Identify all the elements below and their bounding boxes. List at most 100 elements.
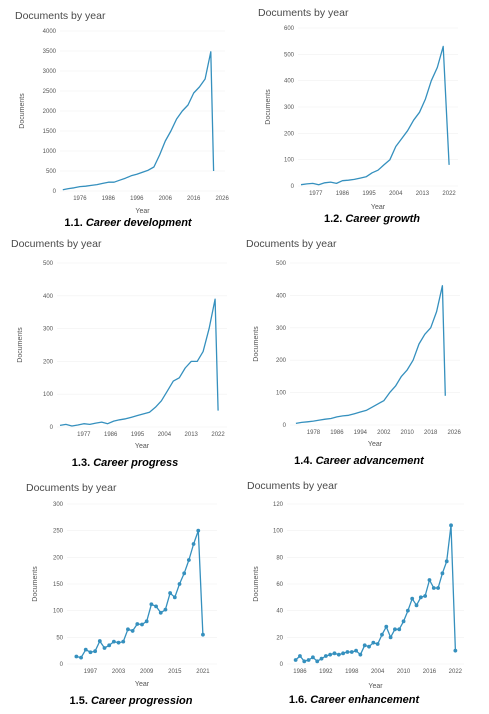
- x-tick-label: 1978: [307, 430, 321, 436]
- data-point: [328, 652, 333, 657]
- y-tick-label: 4000: [43, 29, 57, 35]
- x-tick-label: 2026: [215, 196, 229, 202]
- chart-panel-2: Documents by year 0 100 200 300 400 500 600 1977…: [258, 7, 458, 225]
- caption-name: Career progress: [93, 457, 178, 469]
- chart-caption: 1.3. Career progress: [72, 457, 178, 469]
- y-tick-label: 2500: [43, 89, 57, 95]
- data-point: [354, 648, 358, 653]
- y-tick-label: 3500: [43, 49, 57, 55]
- x-tick-label: 2016: [187, 196, 201, 202]
- data-point: [323, 654, 328, 658]
- data-point: [88, 650, 93, 655]
- x-tick-label: 2013: [185, 432, 199, 438]
- x-tick-label: 2016: [423, 669, 437, 675]
- data-point: [182, 571, 187, 576]
- chart-caption: 1.6. Career enhancement: [289, 694, 421, 706]
- data-point: [453, 648, 458, 653]
- data-point: [358, 652, 363, 657]
- data-point: [397, 627, 402, 632]
- y-axis-label: Documents: [253, 566, 260, 602]
- y-axis-label: Documents: [253, 326, 260, 362]
- data-point: [158, 610, 163, 615]
- y-tick-label: 150: [53, 582, 64, 588]
- data-point: [144, 619, 149, 624]
- chart-panel-3: Documents by year 0 100 200 300 400 500 1977 198…: [11, 238, 227, 469]
- x-tick-label: 1995: [131, 432, 145, 438]
- y-tick-label: 200: [284, 131, 295, 137]
- data-point: [306, 658, 311, 662]
- data-point: [388, 635, 393, 640]
- y-tick-label: 300: [284, 105, 295, 111]
- y-tick-label: 500: [276, 261, 287, 267]
- y-tick-label: 100: [53, 609, 64, 615]
- x-tick-label: 2013: [416, 191, 430, 197]
- y-tick-label: 1000: [43, 149, 57, 155]
- y-tick-label: 40: [276, 609, 283, 615]
- y-tick-label: 300: [43, 327, 54, 333]
- y-axis-label: Documents: [32, 566, 39, 602]
- chart-caption: 1.1. Career development: [64, 217, 193, 229]
- data-point: [130, 629, 135, 633]
- data-point: [74, 654, 79, 659]
- y-tick-label: 100: [43, 392, 54, 398]
- data-point: [393, 627, 397, 632]
- chart-title: Documents by year: [15, 10, 106, 22]
- chart-caption: 1.2. Career growth: [324, 213, 420, 225]
- x-tick-label: 1996: [130, 196, 144, 202]
- y-tick-label: 250: [53, 529, 64, 535]
- data-point: [83, 647, 88, 652]
- data-point: [191, 542, 196, 546]
- data-point: [345, 650, 350, 654]
- x-tick-label: 1994: [354, 430, 368, 436]
- x-tick-label: 2018: [424, 430, 438, 436]
- y-tick-label: 50: [56, 635, 63, 641]
- data-point: [93, 649, 98, 654]
- data-point: [116, 640, 121, 645]
- y-tick-label: 500: [43, 261, 54, 267]
- data-point: [79, 655, 83, 660]
- y-tick-label: 3000: [43, 69, 57, 75]
- data-point: [332, 651, 337, 656]
- x-tick-label: 2010: [397, 669, 411, 675]
- chart-title: Documents by year: [246, 238, 337, 250]
- y-tick-label: 100: [284, 158, 295, 164]
- y-axis-label: Documents: [17, 327, 24, 363]
- y-tick-label: 0: [283, 423, 287, 429]
- series-line: [76, 530, 204, 659]
- data-point: [414, 603, 419, 608]
- y-tick-label: 300: [53, 502, 64, 508]
- y-tick-label: 500: [46, 169, 57, 175]
- y-tick-label: 0: [291, 184, 295, 190]
- data-point: [401, 619, 406, 624]
- x-tick-label: 1986: [330, 430, 344, 436]
- data-point: [405, 608, 410, 613]
- series-line: [300, 45, 450, 186]
- data-point: [163, 607, 168, 612]
- x-tick-label: 2004: [371, 669, 385, 675]
- y-tick-label: 0: [60, 662, 64, 668]
- y-tick-label: 80: [276, 555, 283, 561]
- data-point: [186, 558, 191, 562]
- y-tick-label: 100: [273, 529, 284, 535]
- caption-name: Career enhancement: [310, 694, 420, 706]
- y-axis-label: Documents: [265, 89, 272, 125]
- caption-number: 1.6.: [289, 694, 310, 706]
- x-axis-label: Year: [135, 208, 150, 215]
- caption-number: 1.4.: [294, 455, 315, 467]
- chart-caption: 1.4. Career advancement: [294, 455, 425, 467]
- x-tick-label: 1992: [319, 669, 333, 675]
- y-tick-label: 2000: [43, 109, 57, 115]
- chart-title: Documents by year: [26, 482, 117, 494]
- chart-panel-4: Documents by year 0 100 200 300 400 500 1978 198…: [246, 238, 461, 467]
- data-point: [319, 656, 324, 661]
- data-point: [449, 523, 453, 528]
- y-tick-label: 0: [280, 662, 284, 668]
- y-tick-label: 300: [276, 326, 287, 332]
- data-point: [201, 632, 205, 637]
- x-axis-label: Year: [368, 683, 383, 690]
- data-point: [97, 639, 102, 643]
- x-tick-label: 2022: [449, 669, 463, 675]
- y-tick-label: 400: [284, 79, 295, 85]
- data-point: [384, 624, 389, 629]
